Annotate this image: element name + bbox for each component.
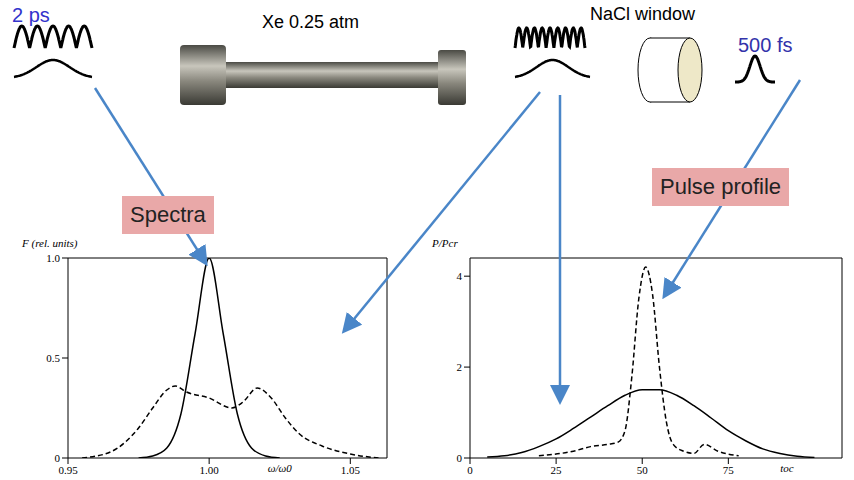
- html-text:Spectra: Spectra: [130, 202, 206, 227]
- svg-text:1.0: 1.0: [46, 252, 60, 264]
- svg-text:0.5: 0.5: [46, 352, 60, 364]
- svg-text:0: 0: [55, 452, 61, 464]
- svg-text:0.95: 0.95: [58, 464, 78, 476]
- svg-text:75: 75: [723, 464, 735, 476]
- html-text:NaCl window: NaCl window: [590, 4, 695, 24]
- html-text:P/Pcr: P/Pcr: [432, 237, 458, 249]
- html-text:ω/ω0: ω/ω0: [267, 462, 292, 474]
- html-text:F (rel. units): F (rel. units): [22, 237, 78, 249]
- html-text:500 fs: 500 fs: [738, 34, 793, 56]
- svg-text:2: 2: [457, 361, 463, 373]
- svg-text:1.05: 1.05: [341, 464, 361, 476]
- svg-text:25: 25: [551, 464, 563, 476]
- html-text:toc: toc: [780, 462, 794, 474]
- svg-text:0: 0: [467, 464, 473, 476]
- svg-text:50: 50: [637, 464, 649, 476]
- html-text:Pulse profile: Pulse profile: [660, 174, 782, 199]
- html-text:2 ps: 2 ps: [12, 4, 50, 26]
- svg-text:0: 0: [457, 452, 463, 464]
- svg-text:1.00: 1.00: [200, 464, 220, 476]
- html-text:Xe 0.25 atm: Xe 0.25 atm: [262, 12, 360, 32]
- svg-text:4: 4: [457, 270, 463, 282]
